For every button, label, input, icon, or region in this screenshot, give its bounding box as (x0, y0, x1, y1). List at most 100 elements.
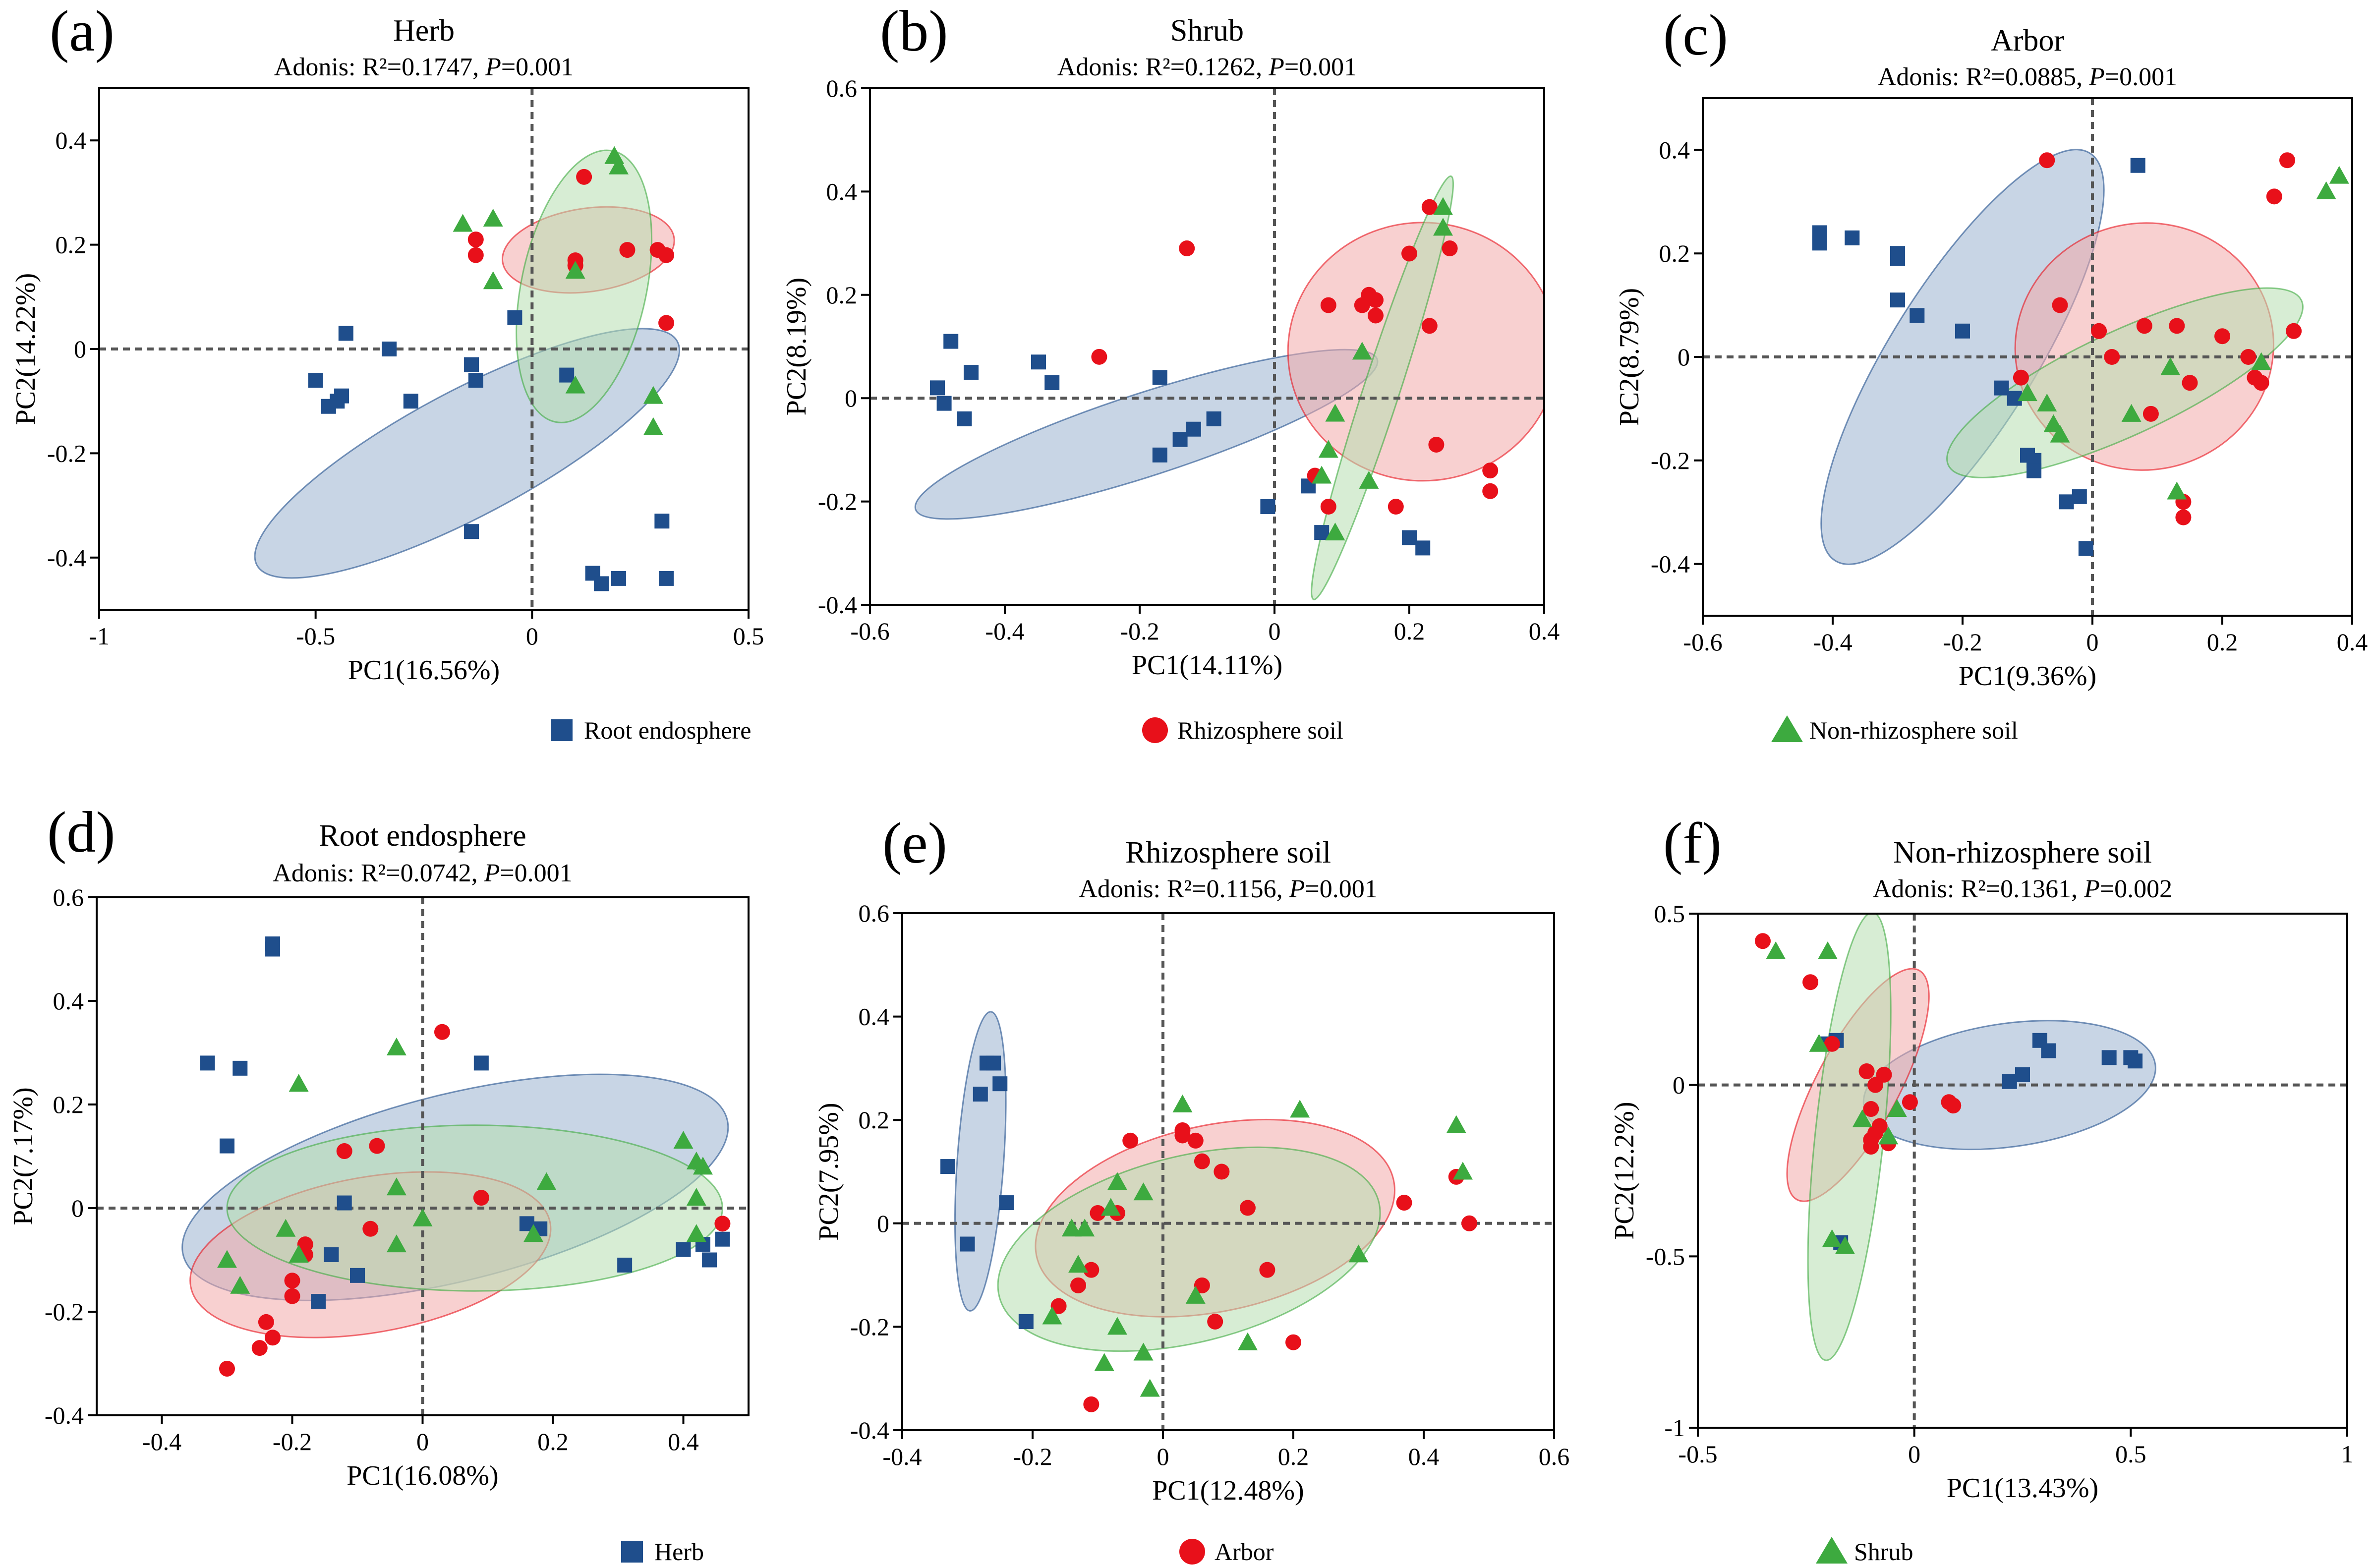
point-square (1152, 447, 1167, 463)
legend-marker-triangle (1771, 715, 1803, 742)
point-square (2078, 541, 2093, 556)
adonis-stat: Adonis: R²=0.1262, P=0.001 (1057, 53, 1357, 81)
point-circle (1187, 1132, 1204, 1149)
point-square (594, 576, 609, 591)
point-square (676, 1242, 691, 1257)
confidence-ellipse (1311, 175, 1454, 600)
point-triangle (1140, 1379, 1160, 1397)
x-tick-label: -0.6 (850, 617, 889, 645)
point-circle (1858, 1063, 1875, 1080)
point-square (200, 1055, 215, 1071)
y-tick-label: -0.4 (45, 1401, 84, 1429)
point-circle (1194, 1277, 1210, 1293)
plot-area (1698, 914, 2347, 1428)
point-triangle (1887, 1099, 1907, 1117)
point-circle (362, 1220, 379, 1237)
panel-a: (a) Herb Adonis: R²=0.1747, P=0.001 -1 -0.5 0… (10, 0, 764, 686)
point-triangle (1852, 1109, 1872, 1127)
y-tick-label: 0.2 (53, 1091, 84, 1118)
point-triangle (1822, 1229, 1842, 1247)
point-circle (434, 1024, 450, 1040)
point-triangle (412, 1208, 433, 1226)
y-tick-label: -0.2 (1651, 447, 1690, 474)
point-circle (1354, 297, 1370, 313)
point-square (1044, 375, 1060, 390)
point-circle (258, 1314, 274, 1330)
point-circle (467, 232, 484, 248)
y-tick-label: -0.2 (818, 488, 857, 516)
point-square (611, 571, 626, 586)
adonis-stat: Adonis: R²=0.1156, P=0.001 (1079, 875, 1377, 903)
adonis-stat: Adonis: R²=0.0885, P=0.001 (1878, 63, 2177, 91)
panel-label: (e) (882, 811, 947, 875)
panel-label: (c) (1663, 2, 1728, 67)
point-triangle (1133, 1342, 1154, 1361)
panel-d: (d) Root endosphere Adonis: R²=0.0742, P=0… (8, 800, 750, 1491)
point-circle (1482, 483, 1499, 499)
point-square (930, 380, 945, 396)
point-triangle (1348, 1244, 1369, 1263)
y-tick-label: -0.4 (818, 591, 857, 619)
point-circle (1214, 1163, 1230, 1180)
point-square (1260, 499, 1275, 515)
point-triangle (686, 1188, 706, 1206)
point-square (1890, 292, 1905, 308)
point-square (2059, 494, 2074, 510)
point-triangle (1100, 1198, 1121, 1216)
point-square (715, 1231, 730, 1247)
point-square (973, 1087, 988, 1102)
point-triangle (276, 1219, 296, 1237)
y-tick-label: 0 (74, 335, 86, 363)
point-circle (1863, 1139, 1879, 1155)
legend-top: Root endosphere Rhizosphere soil Non-rhizo… (551, 715, 2018, 744)
point-square (2130, 158, 2145, 173)
y-tick-label: 0.4 (1659, 136, 1690, 164)
point-circle (2091, 323, 2107, 339)
point-circle (658, 315, 675, 331)
x-tick-label: 0.4 (1408, 1443, 1440, 1470)
panel-label: (a) (50, 0, 115, 63)
legend-item: Herb (621, 1538, 704, 1566)
point-circle (576, 169, 592, 185)
x-tick-label: -0.4 (985, 617, 1024, 645)
y-tick-label: 0.2 (826, 281, 858, 309)
y-tick-label: 0.2 (1659, 239, 1690, 267)
point-triangle (386, 1234, 406, 1253)
x-tick-label: 0.5 (2115, 1440, 2146, 1468)
point-triangle (1075, 1219, 1095, 1237)
y-axis-label: PC2(8.19%) (781, 278, 812, 415)
point-triangle (1818, 941, 1838, 960)
y-tick-label: 0 (1673, 1071, 1685, 1099)
point-square (1031, 354, 1046, 370)
point-square (1172, 432, 1188, 447)
point-circle (1867, 1077, 1884, 1093)
point-circle (284, 1288, 300, 1304)
y-tick-label: 0.4 (826, 177, 858, 205)
point-square (403, 394, 418, 409)
plot-area (99, 88, 749, 610)
point-triangle (565, 261, 585, 279)
point-triangle (536, 1172, 557, 1190)
point-triangle (1878, 1126, 1899, 1145)
point-square (1314, 525, 1330, 540)
x-tick-label: 0.4 (1529, 617, 1560, 645)
panel-label: (d) (47, 800, 116, 865)
legend-marker-circle (1179, 1539, 1205, 1565)
point-circle (1421, 199, 1438, 215)
point-circle (1945, 1098, 1962, 1114)
point-square (464, 357, 479, 372)
point-triangle (693, 1157, 713, 1175)
point-circle (2052, 297, 2068, 313)
point-triangle (1290, 1100, 1310, 1118)
point-square (986, 1055, 1001, 1071)
point-triangle (1107, 1172, 1127, 1190)
legend-marker-circle (1142, 717, 1168, 743)
point-triangle (1237, 1332, 1258, 1350)
x-tick-label: 0 (2086, 628, 2099, 656)
legend-marker-square (551, 719, 573, 741)
point-circle (714, 1216, 731, 1232)
point-triangle (2050, 424, 2070, 443)
point-circle (1388, 499, 1404, 515)
point-square (2072, 489, 2087, 504)
point-square (1890, 251, 1905, 266)
